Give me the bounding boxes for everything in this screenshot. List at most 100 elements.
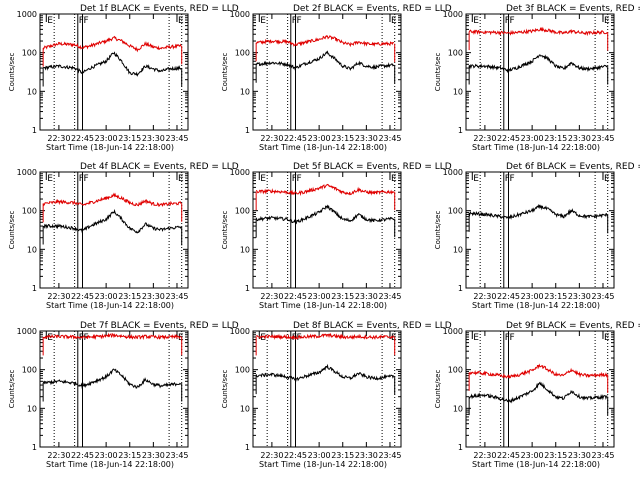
- y-axis-label: Counts/sec: [8, 211, 16, 250]
- marker-label-e: E: [473, 333, 479, 343]
- y-tick-label: 10: [240, 404, 250, 413]
- y-tick-label: 1000: [230, 10, 250, 19]
- x-axis-label: Start Time (18-Jun-14 22:18:00): [472, 143, 600, 152]
- x-tick-label: 22:45: [71, 134, 94, 143]
- marker-label-e: E: [391, 174, 397, 184]
- y-tick-label: 100: [448, 207, 463, 216]
- chart-title: Det 9f BLACK = Events, RED = LLD: [506, 321, 640, 331]
- x-tick-label: 22:30: [473, 451, 496, 460]
- marker-label-e: E: [604, 16, 610, 26]
- x-tick-label: 22:45: [71, 292, 94, 301]
- x-axis-label: Start Time (18-Jun-14 22:18:00): [46, 301, 174, 310]
- x-tick-label: 23:15: [331, 134, 354, 143]
- plot-frame: [465, 330, 615, 448]
- chart-panel-det-9: Det 9f BLACK = Events, RED = LLD E FF E 1 10 1…: [434, 321, 640, 469]
- series-line-events: [255, 204, 395, 225]
- chart-title: Det 3f BLACK = Events, RED = LLD: [506, 4, 640, 14]
- y-tick-label: 1000: [17, 327, 37, 336]
- x-tick-label: 23:00: [308, 292, 331, 301]
- x-tick-label: 23:30: [142, 292, 165, 301]
- x-tick-label: 23:30: [355, 292, 378, 301]
- plot-frame: [252, 13, 402, 131]
- y-tick-label: 1000: [443, 10, 463, 19]
- chart-title: Det 2f BLACK = Events, RED = LLD: [293, 4, 452, 14]
- series-line-events: [42, 208, 182, 234]
- x-tick-label: 23:30: [142, 451, 165, 460]
- x-tick-label: 23:45: [591, 292, 614, 301]
- x-tick-label: 22:45: [497, 134, 520, 143]
- plot-frame: [252, 330, 402, 448]
- y-axis-label: Counts/sec: [434, 370, 442, 409]
- marker-label-e: E: [604, 174, 610, 184]
- x-tick-label: 22:30: [473, 134, 496, 143]
- marker-label-f: F: [79, 333, 84, 343]
- chart-title: Det 7f BLACK = Events, RED = LLD: [80, 321, 239, 331]
- y-tick-label: 100: [235, 207, 250, 216]
- y-tick-label: 1: [458, 126, 463, 135]
- x-tick-label: 23:45: [378, 134, 401, 143]
- chart-title: Det 8f BLACK = Events, RED = LLD: [293, 321, 452, 331]
- y-tick-label: 100: [235, 366, 250, 375]
- x-tick-label: 23:00: [521, 134, 544, 143]
- y-tick-label: 10: [453, 245, 463, 254]
- marker-label-f: F: [292, 16, 297, 26]
- series-line-lld: [43, 332, 182, 341]
- x-tick-label: 23:15: [544, 134, 567, 143]
- y-tick-label: 10: [27, 87, 37, 96]
- y-tick-label: 1: [32, 284, 37, 293]
- marker-label-e: E: [178, 174, 184, 184]
- series-line-events: [255, 50, 395, 72]
- x-tick-label: 23:45: [378, 292, 401, 301]
- x-tick-label: 22:30: [260, 134, 283, 143]
- chart-panel-det-2: Det 2f BLACK = Events, RED = LLD E F F E 1 10 1…: [221, 4, 452, 152]
- y-tick-label: 10: [27, 245, 37, 254]
- y-tick-label: 100: [235, 49, 250, 58]
- y-tick-label: 10: [240, 87, 250, 96]
- y-tick-label: 100: [448, 49, 463, 58]
- marker-label-e: E: [47, 174, 53, 184]
- marker-label-e: E: [473, 174, 479, 184]
- x-tick-label: 23:45: [165, 134, 188, 143]
- y-tick-label: 10: [240, 245, 250, 254]
- y-tick-label: 10: [27, 404, 37, 413]
- x-tick-label: 23:15: [544, 451, 567, 460]
- y-tick-label: 1000: [443, 327, 463, 336]
- marker-label-f: F: [297, 174, 302, 184]
- x-tick-label: 23:00: [521, 451, 544, 460]
- series-line-lld: [42, 192, 182, 207]
- plot-frame: [39, 171, 189, 289]
- x-tick-label: 22:30: [47, 292, 70, 301]
- plot-frame: [465, 13, 615, 131]
- chart-panel-det-3: Det 3f BLACK = Events, RED = LLD E FF E 1 10 1…: [434, 4, 640, 152]
- x-tick-label: 23:00: [95, 292, 118, 301]
- marker-label-f: F: [510, 16, 515, 26]
- y-tick-label: 100: [448, 366, 463, 375]
- x-tick-label: 22:45: [284, 134, 307, 143]
- series-line-events: [468, 54, 608, 74]
- y-tick-label: 10: [453, 404, 463, 413]
- y-axis-label: Counts/sec: [8, 370, 16, 409]
- series-line-events: [42, 51, 182, 77]
- x-tick-label: 23:45: [591, 451, 614, 460]
- x-tick-label: 22:45: [71, 451, 94, 460]
- y-tick-label: 1: [245, 284, 250, 293]
- y-axis-label: Counts/sec: [221, 370, 229, 409]
- x-tick-label: 22:45: [497, 292, 520, 301]
- x-tick-label: 22:45: [284, 292, 307, 301]
- marker-label-e: E: [473, 16, 479, 26]
- x-tick-label: 23:00: [308, 134, 331, 143]
- x-tick-label: 23:00: [95, 451, 118, 460]
- series-line-lld: [468, 363, 608, 379]
- chart-panel-det-6: Det 6f BLACK = Events, RED = LLD E FF E 1 10 1…: [434, 162, 640, 310]
- x-tick-label: 23:15: [118, 292, 141, 301]
- marker-label-f: F: [79, 174, 84, 184]
- marker-label-f: F: [510, 333, 515, 343]
- x-tick-label: 22:30: [47, 134, 70, 143]
- x-axis-label: Start Time (18-Jun-14 22:18:00): [46, 460, 174, 469]
- marker-label-e: E: [178, 16, 184, 26]
- y-tick-label: 1: [32, 443, 37, 452]
- x-tick-label: 23:30: [568, 134, 591, 143]
- y-tick-label: 1000: [230, 327, 250, 336]
